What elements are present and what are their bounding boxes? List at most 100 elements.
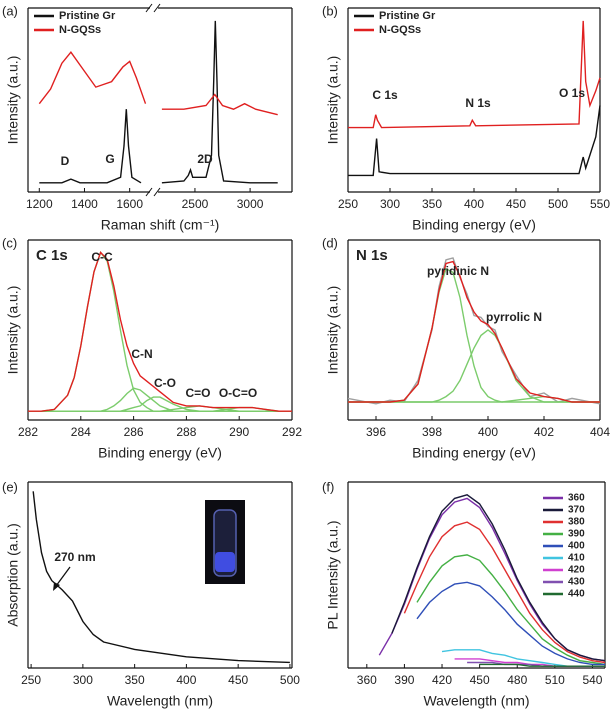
legend-label: 410 — [568, 553, 585, 564]
series-line — [403, 521, 606, 664]
x-tick-label: 1400 — [71, 197, 98, 211]
x-tick-label: 292 — [282, 425, 302, 439]
panel-label: (f) — [322, 479, 334, 494]
series-line — [28, 406, 292, 412]
panel-label: (a) — [2, 3, 18, 18]
x-tick-label: 400 — [176, 673, 196, 687]
panel-label: (c) — [2, 235, 17, 250]
x-tick-label: 300 — [380, 197, 400, 211]
x-tick-label: 290 — [229, 425, 249, 439]
annotation: C=O — [185, 386, 210, 400]
x-tick-label: 300 — [73, 673, 93, 687]
annotation: O-C=O — [219, 386, 257, 400]
x-tick-label: 450 — [470, 673, 490, 687]
legend-label: 360 — [568, 493, 585, 504]
x-axis-label: Binding energy (eV) — [412, 217, 536, 233]
y-axis-label: Intensity (a.u.) — [5, 56, 21, 145]
x-tick-label: 550 — [590, 197, 610, 211]
legend-label: Pristine Gr — [379, 10, 436, 22]
annotation: C-N — [131, 347, 152, 361]
axis-break — [153, 3, 161, 13]
x-tick-label: 400 — [464, 197, 484, 211]
y-axis-label: Intensity (a.u.) — [5, 286, 21, 375]
x-tick-label: 420 — [432, 673, 452, 687]
annotation: pyrrolic N — [486, 310, 542, 324]
legend-label: 390 — [568, 529, 585, 540]
vial-glow — [215, 552, 235, 572]
axis-break — [145, 187, 153, 197]
x-axis-label: Wavelength (nm) — [423, 693, 529, 709]
x-tick-label: 288 — [176, 425, 196, 439]
series-line — [348, 105, 601, 177]
annotation: 2D — [197, 152, 213, 166]
series-line — [391, 494, 606, 662]
x-axis-label: Wavelength (nm) — [107, 693, 213, 709]
x-tick-label: 350 — [125, 673, 145, 687]
x-tick-label: 540 — [582, 673, 602, 687]
x-tick-label: 402 — [534, 425, 554, 439]
legend-label: N-GQSs — [59, 24, 101, 36]
panel-label: (e) — [2, 479, 18, 494]
x-tick-label: 404 — [590, 425, 610, 439]
x-axis-label: Raman shift (cm⁻¹) — [101, 217, 220, 233]
annotation: 270 nm — [54, 550, 95, 564]
annotation: D — [61, 154, 70, 168]
x-tick-label: 450 — [506, 197, 526, 211]
x-tick-label: 398 — [422, 425, 442, 439]
x-tick-label: 350 — [422, 197, 442, 211]
annotation: N 1s — [465, 96, 491, 110]
axis-break — [153, 187, 161, 197]
legend-label: 400 — [568, 541, 585, 552]
x-tick-label: 3000 — [237, 197, 264, 211]
x-tick-label: 480 — [507, 673, 527, 687]
x-tick-label: 400 — [478, 425, 498, 439]
legend-label: 440 — [568, 589, 585, 600]
x-axis-label: Binding energy (eV) — [412, 445, 536, 461]
series-line — [348, 267, 600, 403]
series-line — [28, 405, 292, 412]
x-axis-label: Binding energy (eV) — [98, 445, 222, 461]
x-tick-label: 390 — [394, 673, 414, 687]
annotation: C 1s — [372, 88, 398, 102]
legend-label: 380 — [568, 517, 585, 528]
annotation: pyridinic N — [427, 264, 489, 278]
annotation: C-O — [154, 376, 176, 390]
x-tick-label: 2500 — [182, 197, 209, 211]
x-tick-label: 396 — [366, 425, 386, 439]
series-line — [348, 20, 601, 129]
series-line — [479, 663, 605, 667]
x-tick-label: 450 — [228, 673, 248, 687]
annotation: C-C — [91, 250, 113, 264]
y-axis-label: Intensity (a.u.) — [325, 56, 341, 145]
x-tick-label: 1600 — [116, 197, 143, 211]
series-line — [28, 251, 292, 412]
series-line — [416, 581, 605, 666]
x-tick-label: 500 — [280, 673, 300, 687]
annotation: O 1s — [559, 86, 585, 100]
series-line — [32, 491, 290, 664]
legend-label: 370 — [568, 505, 585, 516]
y-axis-label: Absorption (a.u.) — [5, 523, 21, 627]
legend-label: 430 — [568, 577, 585, 588]
legend-label: Pristine Gr — [59, 10, 116, 22]
annotation: G — [105, 152, 114, 166]
panel-title: C 1s — [36, 247, 68, 264]
series-line — [39, 20, 278, 184]
x-tick-label: 286 — [124, 425, 144, 439]
panel-title: N 1s — [356, 247, 388, 264]
panel-label: (b) — [322, 3, 338, 18]
x-tick-label: 510 — [545, 673, 565, 687]
legend-label: 420 — [568, 565, 585, 576]
x-tick-label: 284 — [71, 425, 91, 439]
x-tick-label: 1200 — [26, 197, 53, 211]
x-tick-label: 360 — [357, 673, 377, 687]
x-tick-label: 282 — [18, 425, 38, 439]
x-tick-label: 250 — [21, 673, 41, 687]
x-tick-label: 500 — [548, 197, 568, 211]
series-line — [38, 51, 278, 116]
y-axis-label: Intensity (a.u.) — [325, 286, 341, 375]
arrow — [55, 566, 71, 587]
arrow-head — [53, 582, 60, 591]
x-tick-label: 250 — [338, 197, 358, 211]
